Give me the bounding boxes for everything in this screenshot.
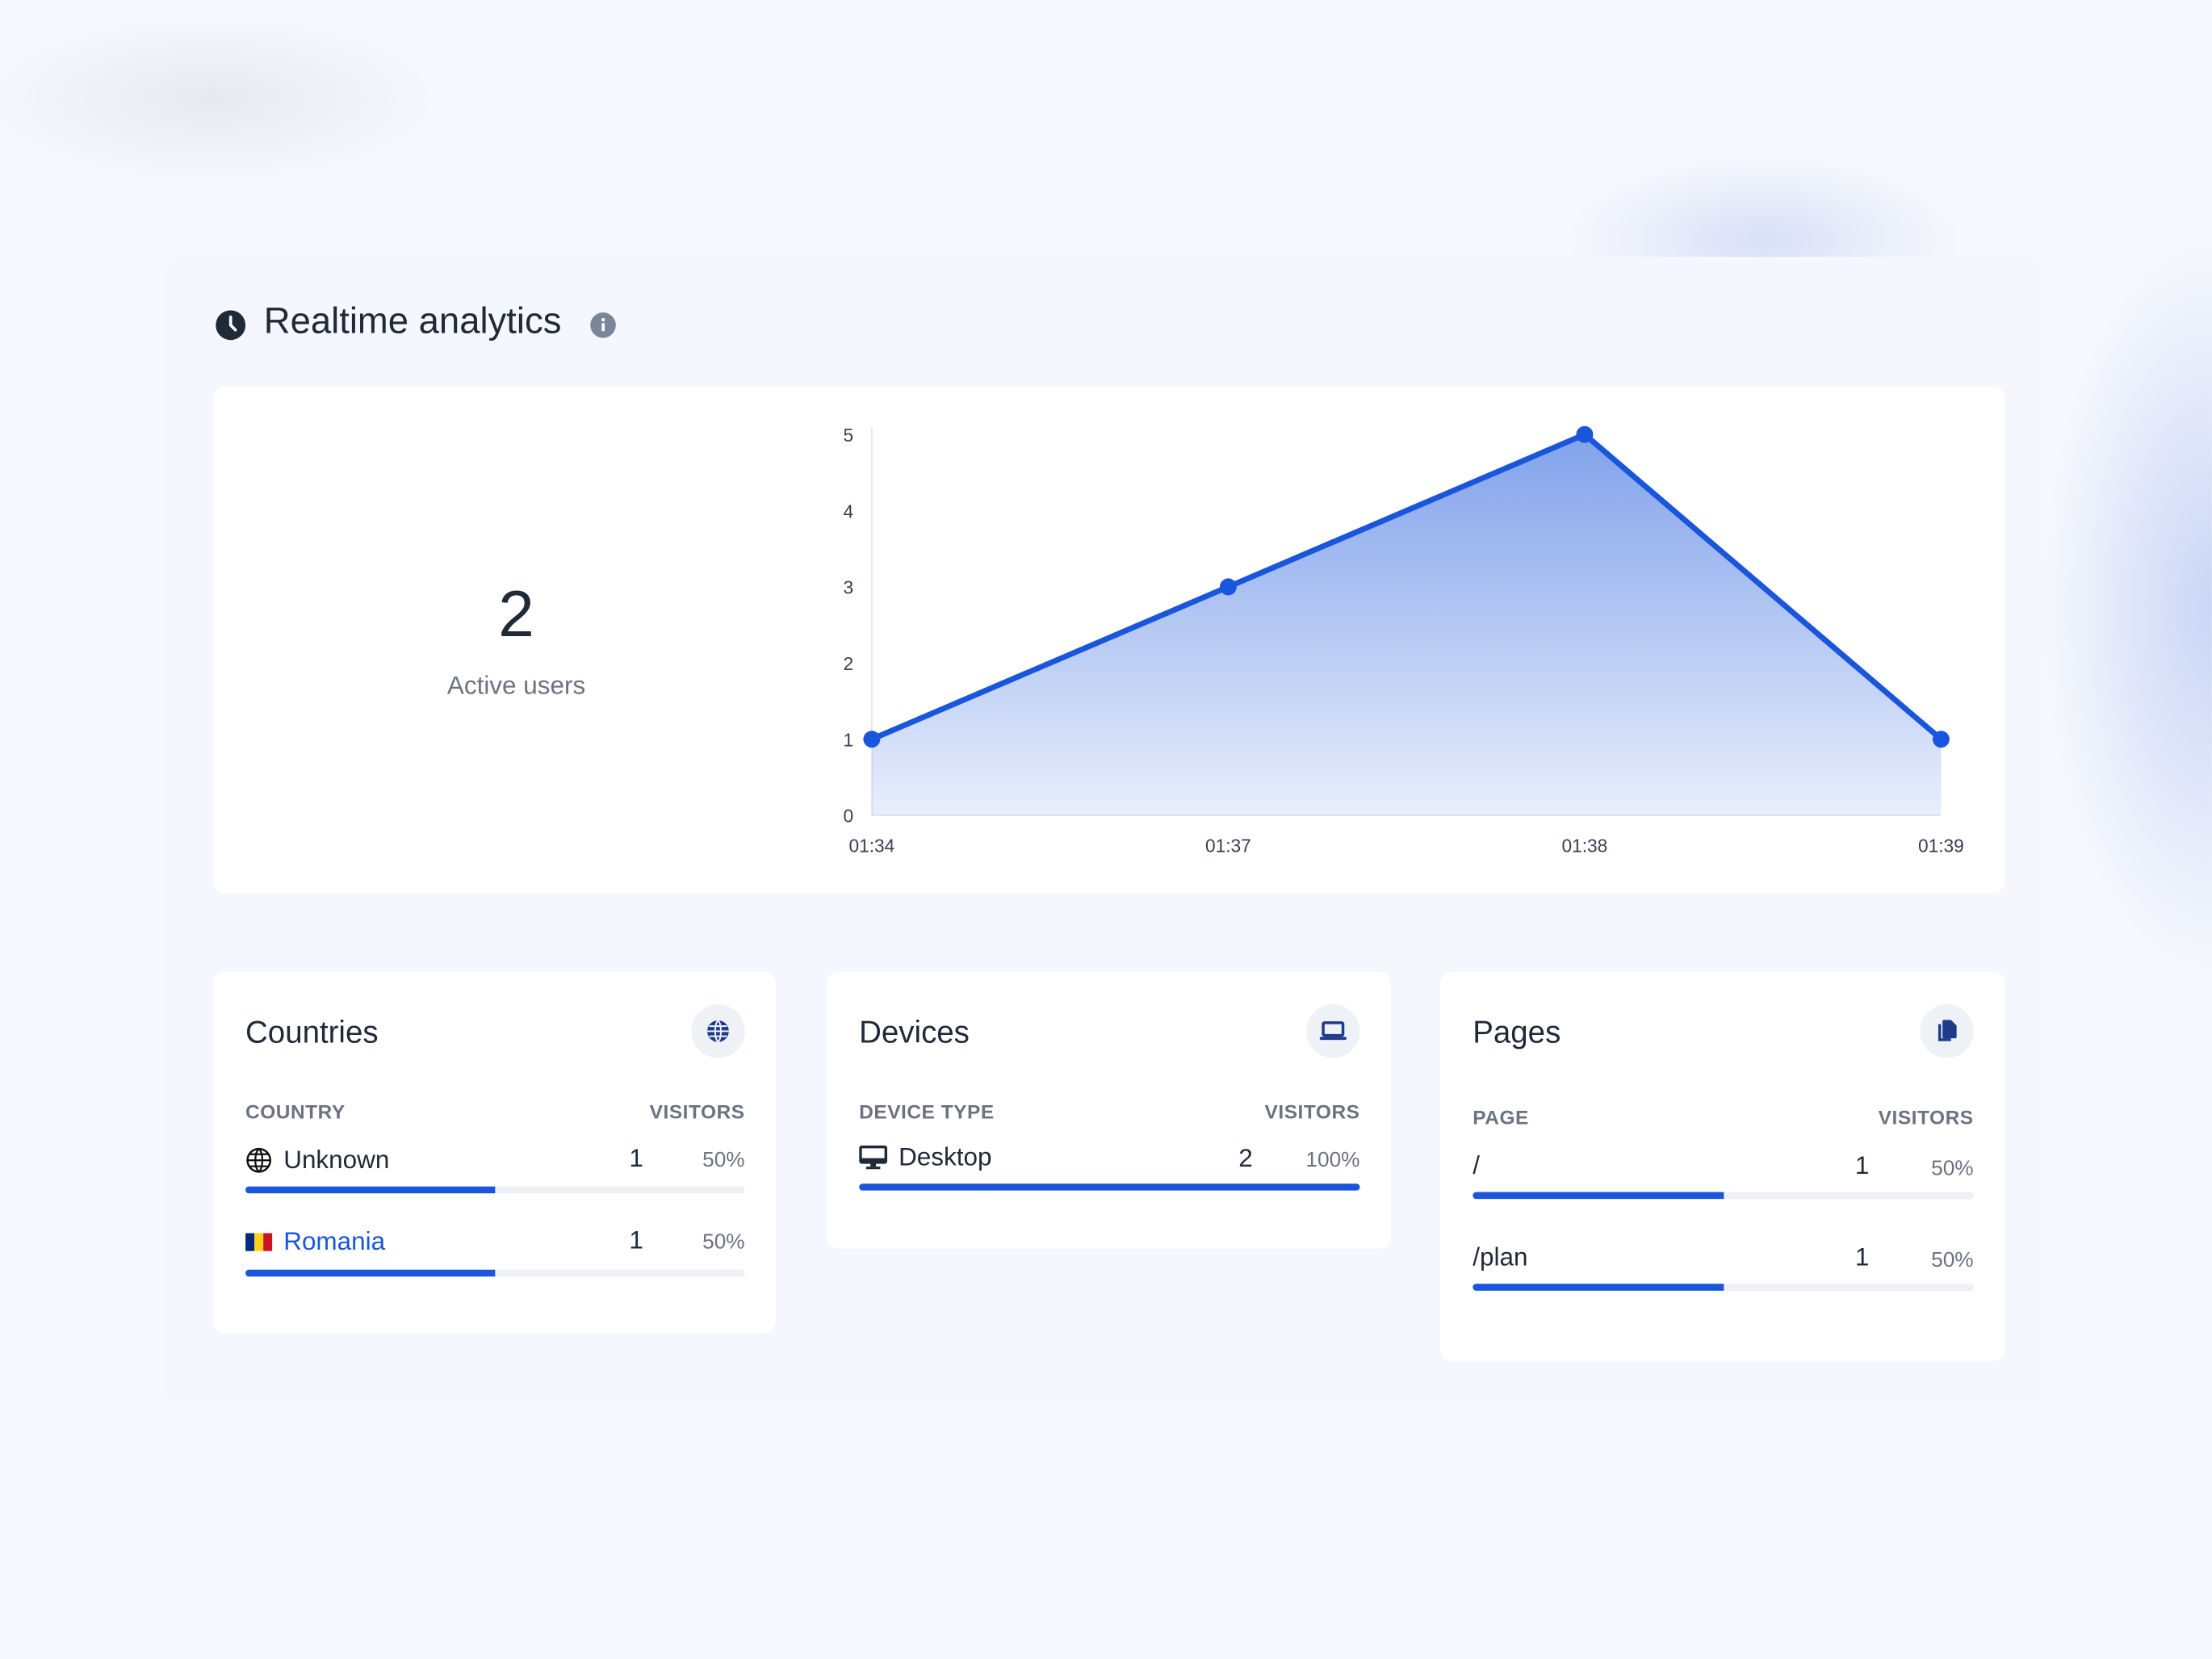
progress-fill xyxy=(859,1184,1360,1191)
progress-fill xyxy=(1473,1284,1724,1291)
pages-title: Pages xyxy=(1473,1014,1561,1050)
active-users-count: 2 xyxy=(498,576,534,651)
y-tick-label: 3 xyxy=(844,577,854,598)
data-point xyxy=(1932,731,1950,748)
list-item: Unknown xyxy=(245,1146,389,1175)
progress-fill xyxy=(1473,1192,1724,1200)
visitor-percent: 50% xyxy=(702,1148,745,1173)
progress-bar xyxy=(859,1184,1360,1191)
country-link[interactable]: Romania xyxy=(283,1227,386,1256)
countries-globe-button[interactable] xyxy=(691,1004,745,1058)
globe-outline-icon xyxy=(246,1147,272,1173)
pages-card: Pages PAGE VISITORS / 1 50% /plan 1 50% xyxy=(1440,971,2005,1362)
x-tick-label: 01:37 xyxy=(1205,835,1251,856)
pages-copy-button[interactable] xyxy=(1920,1004,1974,1058)
desktop-icon xyxy=(859,1145,888,1170)
active-users-label: Active users xyxy=(446,671,586,700)
devices-card: Devices DEVICE TYPE VISITORS Desktop 2 1… xyxy=(826,971,1391,1249)
list-item: Desktop xyxy=(859,1142,992,1172)
progress-bar xyxy=(1473,1192,1974,1200)
visitor-count: 1 xyxy=(1854,1242,1870,1271)
y-tick-label: 4 xyxy=(844,501,854,522)
device-name: Desktop xyxy=(899,1142,992,1171)
romania-flag-icon xyxy=(245,1233,273,1251)
countries-title: Countries xyxy=(245,1014,379,1050)
x-tick-label: 01:39 xyxy=(1918,835,1964,856)
y-tick-label: 1 xyxy=(844,729,854,750)
visitors-column-header: VISITORS xyxy=(1264,1100,1360,1123)
data-point xyxy=(1576,425,1594,443)
visitor-percent: 50% xyxy=(1931,1248,1974,1273)
info-icon[interactable] xyxy=(589,312,616,338)
country-column-header: COUNTRY xyxy=(245,1100,346,1123)
countries-card: Countries COUNTRY VISITORS Unknown 1 50%… xyxy=(212,971,777,1334)
copy-pages-icon xyxy=(1938,1020,1957,1041)
visitor-percent: 50% xyxy=(702,1230,745,1255)
visitor-count: 1 xyxy=(1854,1150,1870,1179)
laptop-icon xyxy=(1319,1021,1347,1041)
page-column-header: PAGE xyxy=(1473,1105,1529,1129)
progress-bar xyxy=(1473,1284,1974,1291)
progress-fill xyxy=(245,1269,496,1277)
progress-bar xyxy=(245,1269,745,1277)
page-path: /plan xyxy=(1473,1242,1528,1271)
visitor-percent: 50% xyxy=(1931,1156,1974,1181)
visitor-count: 2 xyxy=(1238,1144,1253,1173)
list-item[interactable]: Romania xyxy=(245,1227,385,1257)
data-point xyxy=(1219,578,1237,596)
progress-bar xyxy=(245,1186,745,1194)
country-name: Unknown xyxy=(283,1145,390,1174)
page-title: Realtime analytics xyxy=(263,299,562,341)
data-point xyxy=(863,731,881,748)
y-tick-label: 5 xyxy=(844,425,854,446)
active-users-chart: 0 1 2 3 4 5 01:34 01:37 01:38 01:39 xyxy=(844,425,1964,856)
page-path: / xyxy=(1473,1150,1481,1179)
progress-fill xyxy=(245,1186,496,1194)
visitor-percent: 100% xyxy=(1305,1148,1360,1173)
devices-title: Devices xyxy=(859,1014,970,1050)
x-tick-label: 01:34 xyxy=(848,835,894,856)
visitors-column-header: VISITORS xyxy=(649,1100,745,1123)
devices-laptop-button[interactable] xyxy=(1306,1004,1360,1058)
visitor-count: 1 xyxy=(629,1144,643,1173)
x-tick-label: 01:38 xyxy=(1561,835,1607,856)
y-tick-label: 2 xyxy=(844,653,854,674)
visitor-count: 1 xyxy=(629,1225,643,1255)
series-line xyxy=(870,431,1943,742)
y-tick-label: 0 xyxy=(844,806,854,827)
area-fill xyxy=(871,434,1942,815)
device-type-column-header: DEVICE TYPE xyxy=(859,1100,995,1123)
globe-icon xyxy=(707,1020,729,1043)
clock-icon xyxy=(216,310,246,341)
visitors-column-header: VISITORS xyxy=(1878,1105,1974,1129)
